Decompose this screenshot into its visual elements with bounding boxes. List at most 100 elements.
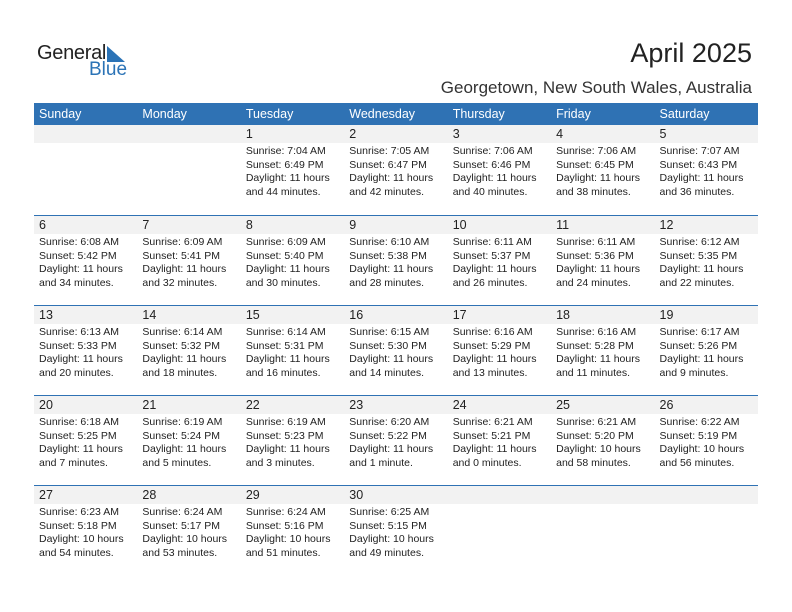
sunrise-text: Sunrise: 6:08 AM xyxy=(39,236,119,248)
day-cell: Sunrise: 6:24 AM Sunset: 5:16 PM Daylight:… xyxy=(241,504,344,560)
sunset-text: Sunset: 5:23 PM xyxy=(245,429,324,442)
daylight-text: Daylight: 11 hours xyxy=(556,353,640,365)
week-row: 6 7 8 9 10 11 12 Sunrise: 6:08 AM Sunset: 5:42 P… xyxy=(34,215,758,305)
day-number: 18 xyxy=(556,308,571,322)
day-number: 5 xyxy=(659,127,667,141)
day-number: 13 xyxy=(39,308,53,322)
day-cell: Sunrise: 6:18 AM Sunset: 5:25 PM Daylight:… xyxy=(34,414,137,470)
daylight-text: Daylight: 11 hours xyxy=(349,353,434,365)
minutes-text: and 0 minutes. xyxy=(452,456,522,469)
daylight-text: Daylight: 10 hours xyxy=(349,533,434,545)
day-cell: Sunrise: 6:11 AM Sunset: 5:37 PM Daylight:… xyxy=(448,234,551,290)
minutes-text: and 54 minutes. xyxy=(39,546,114,559)
minutes-text: and 58 minutes. xyxy=(556,456,631,469)
daylight-text: Daylight: 11 hours xyxy=(452,172,537,184)
day-number: 7 xyxy=(142,218,150,232)
day-info-row: Sunrise: 6:18 AM Sunset: 5:25 PM Daylight:… xyxy=(34,414,758,470)
sunrise-text: Sunrise: 6:09 AM xyxy=(142,236,223,248)
weekday-header: Sunday Monday Tuesday Wednesday Thursday Frid… xyxy=(34,103,758,125)
day-number: 6 xyxy=(39,218,46,232)
sunrise-text: Sunrise: 6:20 AM xyxy=(349,416,430,428)
day-cell: Sunrise: 6:15 AM Sunset: 5:30 PM Daylight:… xyxy=(344,324,447,380)
daylight-text: Daylight: 11 hours xyxy=(142,353,227,365)
weekday-monday: Monday xyxy=(142,107,187,121)
week-row: 13 14 15 16 17 18 19 Sunrise: 6:13 AM Sunset: 5:… xyxy=(34,305,758,395)
sunset-text: Sunset: 6:45 PM xyxy=(556,158,634,171)
day-cell: Sunrise: 7:06 AM Sunset: 6:45 PM Daylight:… xyxy=(551,143,654,199)
daylight-text: Daylight: 11 hours xyxy=(452,353,537,365)
weekday-sunday: Sunday xyxy=(39,107,82,121)
day-number-row: 20 21 22 23 24 25 26 xyxy=(34,396,758,414)
day-cell: Sunrise: 6:09 AM Sunset: 5:41 PM Daylight:… xyxy=(137,234,240,290)
sunset-text: Sunset: 5:16 PM xyxy=(245,519,324,532)
daylight-text: Daylight: 10 hours xyxy=(39,533,124,545)
day-cell: Sunrise: 6:16 AM Sunset: 5:29 PM Daylight:… xyxy=(448,324,551,380)
day-number: 15 xyxy=(245,308,260,322)
day-number xyxy=(137,125,240,143)
day-number: 30 xyxy=(349,488,364,502)
sunrise-text: Sunrise: 6:10 AM xyxy=(349,236,430,248)
minutes-text: and 16 minutes. xyxy=(245,366,321,379)
minutes-text: and 13 minutes. xyxy=(452,366,528,379)
sunset-text: Sunset: 6:49 PM xyxy=(245,158,324,171)
daylight-text: Daylight: 10 hours xyxy=(659,443,745,455)
weekday-thursday: Thursday xyxy=(452,107,505,121)
sunrise-text: Sunrise: 7:06 AM xyxy=(452,145,533,157)
day-number-row: 1 2 3 4 5 xyxy=(34,125,758,143)
day-cell: Sunrise: 6:22 AM Sunset: 5:19 PM Daylight:… xyxy=(655,414,758,470)
weekday-tuesday: Tuesday xyxy=(245,107,294,121)
sunrise-text: Sunrise: 6:23 AM xyxy=(39,506,119,518)
day-number: 1 xyxy=(245,127,253,141)
sunset-text: Sunset: 5:21 PM xyxy=(452,429,531,442)
location-subtitle: Georgetown, New South Wales, Australia xyxy=(440,78,752,97)
minutes-text: and 30 minutes. xyxy=(245,276,321,289)
day-number: 21 xyxy=(142,398,157,412)
day-cell: Sunrise: 6:24 AM Sunset: 5:17 PM Daylight:… xyxy=(137,504,240,560)
day-cell: Sunrise: 6:21 AM Sunset: 5:20 PM Daylight:… xyxy=(551,414,654,470)
sunrise-text: Sunrise: 7:07 AM xyxy=(659,145,740,157)
sunset-text: Sunset: 5:17 PM xyxy=(142,519,221,532)
logo-blue-text: Blue xyxy=(89,59,128,80)
calendar-grid: Sunday Monday Tuesday Wednesday Thursday Frid… xyxy=(34,103,758,575)
day-number: 9 xyxy=(349,218,357,232)
day-number: 19 xyxy=(659,308,674,322)
day-number: 29 xyxy=(245,488,260,502)
weekday-saturday: Saturday xyxy=(659,107,710,121)
day-number: 4 xyxy=(556,127,564,141)
daylight-text: Daylight: 10 hours xyxy=(142,533,228,545)
day-number: 22 xyxy=(245,398,260,412)
sunset-text: Sunset: 5:18 PM xyxy=(39,519,117,532)
daylight-text: Daylight: 11 hours xyxy=(245,263,330,275)
sunrise-text: Sunrise: 6:21 AM xyxy=(556,416,637,428)
day-cell: Sunrise: 6:23 AM Sunset: 5:18 PM Daylight:… xyxy=(34,504,137,560)
day-cell: Sunrise: 6:19 AM Sunset: 5:24 PM Daylight:… xyxy=(137,414,240,470)
weekday-wednesday: Wednesday xyxy=(349,107,416,121)
daylight-text: Daylight: 11 hours xyxy=(556,263,640,275)
sunrise-text: Sunrise: 6:24 AM xyxy=(245,506,326,518)
sunrise-text: Sunrise: 6:17 AM xyxy=(659,326,740,338)
day-cell: Sunrise: 6:16 AM Sunset: 5:28 PM Daylight:… xyxy=(551,324,654,380)
sunset-text: Sunset: 5:33 PM xyxy=(39,339,117,352)
day-cell: Sunrise: 6:21 AM Sunset: 5:21 PM Daylight:… xyxy=(448,414,551,470)
daylight-text: Daylight: 11 hours xyxy=(142,443,227,455)
minutes-text: and 9 minutes. xyxy=(659,366,729,379)
day-cell: Sunrise: 6:10 AM Sunset: 5:38 PM Daylight:… xyxy=(344,234,447,290)
day-number-row: 6 7 8 9 10 11 12 xyxy=(34,216,758,234)
sunrise-text: Sunrise: 6:11 AM xyxy=(556,236,636,248)
sunrise-text: Sunrise: 6:15 AM xyxy=(349,326,430,338)
daylight-text: Daylight: 11 hours xyxy=(245,353,330,365)
sunset-text: Sunset: 5:36 PM xyxy=(556,249,634,262)
sunrise-text: Sunrise: 6:14 AM xyxy=(142,326,223,338)
sunset-text: Sunset: 5:19 PM xyxy=(659,429,738,442)
day-cell xyxy=(34,143,137,199)
day-info-row: Sunrise: 7:04 AM Sunset: 6:49 PM Daylight:… xyxy=(34,143,758,199)
daylight-text: Daylight: 11 hours xyxy=(452,263,537,275)
minutes-text: and 32 minutes. xyxy=(142,276,218,289)
minutes-text: and 14 minutes. xyxy=(349,366,424,379)
sunrise-text: Sunrise: 6:11 AM xyxy=(452,236,532,248)
sunset-text: Sunset: 5:30 PM xyxy=(349,339,427,352)
sunrise-text: Sunrise: 6:14 AM xyxy=(245,326,326,338)
minutes-text: and 11 minutes. xyxy=(556,366,631,379)
weekday-friday: Friday xyxy=(556,107,591,121)
